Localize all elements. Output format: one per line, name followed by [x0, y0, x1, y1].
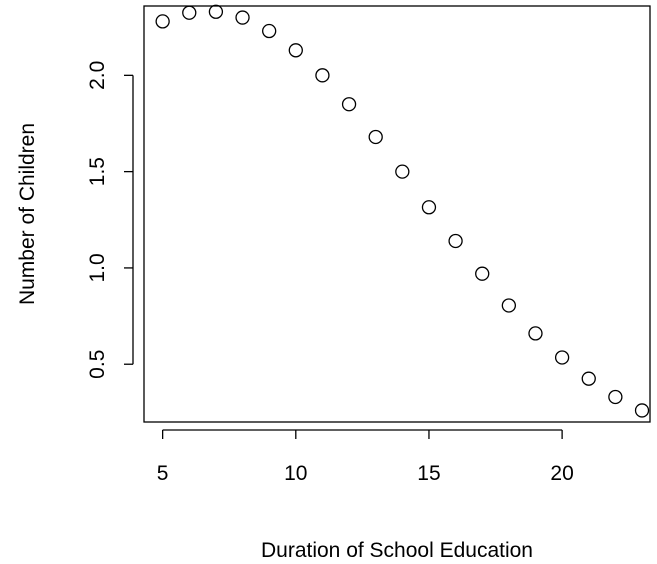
data-point	[634, 403, 650, 418]
data-point	[608, 389, 623, 405]
data-point	[581, 371, 596, 386]
data-point	[341, 97, 357, 112]
data-point	[182, 5, 197, 20]
data-point	[288, 43, 303, 58]
y-tick-label: 2.0	[86, 61, 109, 90]
data-point	[208, 4, 224, 19]
data-point	[368, 129, 383, 145]
data-point	[315, 68, 330, 83]
plot-frame	[143, 5, 651, 423]
data-point	[395, 164, 410, 179]
x-tick-label: 15	[417, 462, 440, 485]
x-tick-label: 5	[157, 462, 169, 485]
data-point	[475, 266, 490, 281]
x-axis: 5 10 15 20	[157, 429, 574, 485]
y-axis: 0.5 1.0 1.5 2.0	[86, 61, 134, 379]
y-tick-label: 1.5	[86, 157, 109, 186]
data-point	[448, 233, 463, 249]
data-point	[262, 23, 277, 39]
data-points	[155, 4, 650, 418]
x-axis-title: Duration of School Education	[261, 539, 533, 562]
data-point	[528, 326, 543, 341]
y-axis-title: Number of Children	[16, 123, 39, 305]
data-point	[554, 350, 570, 365]
x-tick-label: 20	[550, 462, 573, 485]
y-tick-label: 0.5	[86, 350, 109, 379]
data-point	[155, 14, 170, 29]
data-point	[501, 298, 517, 313]
y-tick-label: 1.0	[86, 253, 109, 282]
data-point	[421, 200, 437, 215]
x-tick-label: 10	[284, 462, 307, 485]
data-point	[235, 10, 250, 25]
